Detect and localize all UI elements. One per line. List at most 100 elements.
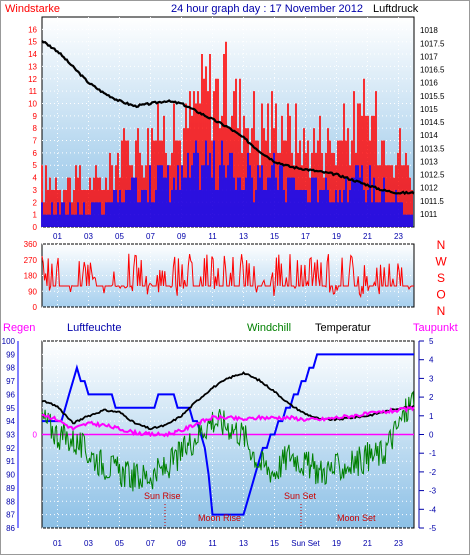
hour-tick-label: 17: [301, 232, 310, 241]
pressure-tick-label: 1013: [420, 157, 438, 166]
lower-hour-tick-label: 07: [146, 539, 155, 548]
compass-label: N: [437, 238, 446, 252]
direction-tick-label: 180: [24, 272, 38, 281]
pressure-line: [41, 40, 415, 196]
hour-tick-label: 13: [239, 232, 248, 241]
lower-hour-tick-label: 13: [239, 539, 248, 548]
annotation-sun-rise: Sun Rise: [144, 491, 181, 501]
annotation-sun-set: Sun Set: [284, 491, 317, 501]
wind-tick-label: 6: [33, 149, 38, 158]
hour-tick-label: 21: [363, 232, 372, 241]
pressure-tick-label: 1015: [420, 105, 438, 114]
hour-tick-label: 07: [146, 232, 155, 241]
direction-panel: [41, 243, 415, 308]
humidity-tick-label: 99: [6, 350, 15, 359]
pressure-tick-label: 1013.5: [420, 144, 445, 153]
legend-rain: Regen: [3, 322, 35, 334]
humidity-tick-label: 93: [6, 431, 15, 440]
wind-tick-label: 5: [33, 161, 38, 170]
wind-tick-label: 14: [28, 50, 37, 59]
humidity-tick-label: 90: [6, 471, 15, 480]
wind-tick-label: 4: [33, 174, 38, 183]
temperature-tick-label: 2: [429, 393, 434, 402]
humidity-tick-label: 96: [6, 390, 15, 399]
climate-series-layer: [41, 353, 415, 516]
wind-tick-label: 8: [33, 124, 38, 133]
pressure-tick-label: 1017.5: [420, 39, 445, 48]
lower-hour-tick-label: 21: [363, 539, 372, 548]
hour-tick-label: 23: [394, 232, 403, 241]
wind-tick-label: 0: [33, 223, 38, 232]
direction-series-layer: [41, 253, 414, 299]
temperature-tick-label: -1: [429, 449, 437, 458]
windchill-line: [41, 390, 415, 492]
graph-title: 24 hour graph day : 17 November 2012: [171, 3, 363, 15]
compass-label: N: [437, 304, 446, 318]
temperature-tick-label: -3: [429, 487, 437, 496]
humidity-tick-label: 87: [6, 511, 15, 520]
temperature-tick-label: -5: [429, 524, 437, 533]
lower-hour-tick-label: 05: [115, 539, 124, 548]
humidity-tick-label: 86: [6, 524, 15, 533]
wind-tick-label: 1: [33, 211, 38, 220]
wind-tick-label: 2: [33, 198, 38, 207]
compass-label: O: [436, 288, 445, 302]
pressure-tick-label: 1012.5: [420, 171, 445, 180]
temperature-tick-label: 1: [429, 412, 434, 421]
annotation-moon-set: Moon Set: [337, 513, 376, 523]
direction-tick-label: 360: [24, 240, 38, 249]
temperature-tick-label: 4: [429, 356, 434, 365]
pressure-tick-label: 1017: [420, 52, 438, 61]
lower-hour-tick-label: 11: [208, 539, 217, 548]
compass-label: S: [437, 271, 445, 285]
humidity-tick-label: 98: [6, 364, 15, 373]
pressure-tick-label: 1012: [420, 184, 438, 193]
pressure-tick-label: 1015.5: [420, 92, 445, 101]
axis-label-layer: 01234567891011121314151610111011.5101210…: [2, 25, 448, 548]
pressure-tick-label: 1011: [420, 210, 438, 219]
hour-tick-label: 01: [53, 232, 62, 241]
temperature-tick-label: 5: [429, 337, 434, 346]
humidity-tick-label: 94: [6, 417, 15, 426]
wind-tick-label: 15: [28, 38, 37, 47]
legend-temperature: Temperatur: [315, 322, 371, 334]
direction-tick-label: 0: [33, 303, 38, 312]
wind-tick-label: 11: [29, 87, 38, 96]
pressure-tick-label: 1011.5: [420, 197, 444, 206]
pressure-series-layer: [41, 40, 415, 196]
temperature-line: [41, 371, 415, 431]
pressure-tick-label: 1016: [420, 79, 438, 88]
temperature-tick-label: -4: [429, 505, 437, 514]
wind-tick-label: 3: [33, 186, 38, 195]
humidity-tick-label: 95: [6, 404, 15, 413]
hour-tick-label: 05: [115, 232, 124, 241]
wind-tick-label: 12: [28, 75, 37, 84]
humidity-tick-label: 97: [6, 377, 15, 386]
lower-hour-tick-label: Sun Set: [291, 539, 320, 548]
legend-dewpoint: Taupunkt: [413, 322, 458, 334]
direction-tick-label: 90: [28, 287, 37, 296]
direction-tick-label: 270: [24, 256, 38, 265]
lower-hour-tick-label: 09: [177, 539, 186, 548]
legend-windchill: Windchill: [247, 322, 291, 334]
humidity-tick-label: 100: [2, 337, 16, 346]
temperature-tick-label: 3: [429, 374, 434, 383]
legend-humidity: Luftfeuchte: [67, 322, 121, 334]
humidity-tick-label: 89: [6, 484, 15, 493]
wind-tick-label: 16: [28, 25, 37, 34]
hour-tick-label: 19: [332, 232, 341, 241]
lower-hour-tick-label: 01: [53, 539, 62, 548]
pressure-tick-label: 1018: [420, 26, 438, 35]
pressure-tick-label: 1016.5: [420, 66, 445, 75]
wind-tick-label: 9: [33, 112, 38, 121]
dewpoint-line: [41, 405, 415, 438]
humidity-tick-label: 91: [6, 457, 15, 466]
hour-tick-label: 11: [208, 232, 217, 241]
hour-tick-label: 03: [84, 232, 93, 241]
luftdruck-label: Luftdruck: [373, 3, 419, 15]
direction-line: [41, 253, 414, 299]
pressure-tick-label: 1014.5: [420, 118, 445, 127]
compass-label: W: [435, 255, 447, 269]
